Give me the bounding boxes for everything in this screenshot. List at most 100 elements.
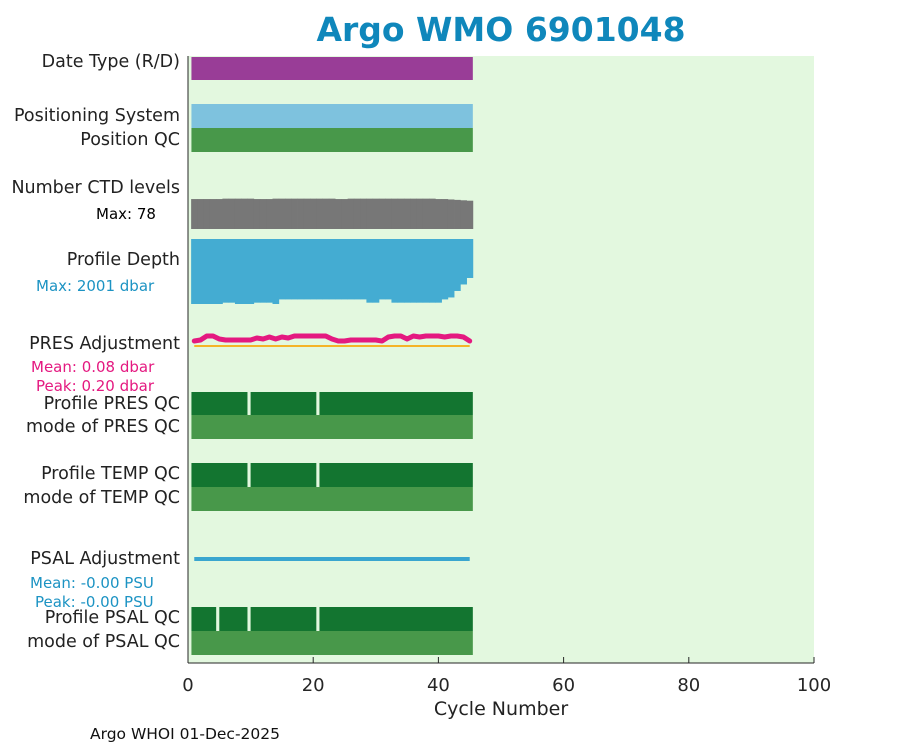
x-tick-label-0: 0 <box>182 675 193 696</box>
ctd-bar-40 <box>435 199 442 229</box>
ctd-bar-2 <box>197 199 205 229</box>
depth-bar-23 <box>328 239 336 300</box>
ctd-bar-4 <box>209 199 217 229</box>
x-axis-label: Cycle Number <box>433 698 569 720</box>
depth-bar-1 <box>191 239 198 304</box>
pres-qc-bar-2 <box>319 392 473 415</box>
depth-bar-4 <box>209 239 217 304</box>
depth-bar-8 <box>234 239 242 304</box>
page-title: Argo WMO 6901048 <box>316 10 686 49</box>
depth-bar-15 <box>278 239 286 300</box>
depth-bar-12 <box>259 239 267 303</box>
ctd-bar-35 <box>403 198 411 229</box>
depth-bar-21 <box>316 239 323 300</box>
depth-bar-24 <box>335 239 342 300</box>
mode-temp-qc-bar-0 <box>191 487 473 511</box>
depth-bar-36 <box>410 239 417 303</box>
ctd-bar-36 <box>410 198 417 229</box>
x-tick-label-80: 80 <box>677 675 700 696</box>
label-mode-temp-qc: mode of TEMP QC <box>23 488 180 508</box>
depth-bar-14 <box>272 239 280 304</box>
mode-pres-qc-bar-0 <box>191 415 473 439</box>
depth-bar-2 <box>197 239 205 304</box>
ctd-bar-21 <box>316 198 323 229</box>
depth-bar-35 <box>403 239 411 303</box>
label-profile-temp-qc: Profile TEMP QC <box>41 464 180 484</box>
depth-bar-27 <box>353 239 361 300</box>
ctd-bar-18 <box>297 198 305 229</box>
ctd-bar-29 <box>366 198 374 229</box>
x-tick-label-40: 40 <box>427 675 450 696</box>
depth-bar-32 <box>385 239 392 300</box>
depth-bar-29 <box>366 239 374 303</box>
ctd-bar-31 <box>378 198 386 229</box>
depth-bar-30 <box>372 239 380 303</box>
footer-credit: Argo WHOI 01-Dec-2025 <box>90 725 280 743</box>
depth-bar-18 <box>297 239 305 300</box>
ctd-bar-33 <box>391 198 399 229</box>
depth-bar-37 <box>416 239 424 303</box>
stat-pres-mean: Mean: 0.08 dbar <box>31 358 155 376</box>
ctd-bar-7 <box>228 198 236 229</box>
label-profile-depth: Profile Depth <box>66 250 180 270</box>
psal-qc-bar-3 <box>319 607 473 631</box>
label-ctd-levels: Number CTD levels <box>11 178 180 198</box>
x-tick-label-60: 60 <box>552 675 575 696</box>
depth-bar-7 <box>228 239 236 303</box>
depth-bar-34 <box>397 239 405 303</box>
stat-pres-peak: Peak: 0.20 dbar <box>36 377 155 395</box>
ctd-bar-28 <box>360 198 367 229</box>
ctd-bar-20 <box>310 198 317 229</box>
depth-bar-44 <box>460 239 467 285</box>
ctd-bar-9 <box>241 198 248 229</box>
ctd-bar-34 <box>397 198 405 229</box>
ctd-bar-17 <box>291 198 298 229</box>
ctd-bar-25 <box>341 199 349 229</box>
ctd-bar-45 <box>466 200 474 229</box>
label-date-type: Date Type (R/D) <box>41 52 180 72</box>
depth-bar-20 <box>310 239 317 300</box>
pres-qc-bar-0 <box>191 392 248 415</box>
depth-bar-16 <box>285 239 292 300</box>
depth-bar-43 <box>454 239 461 291</box>
ctd-bar-26 <box>347 198 355 229</box>
depth-bar-19 <box>303 239 311 300</box>
label-position-qc: Position QC <box>80 130 180 150</box>
ctd-bar-32 <box>385 198 392 229</box>
ctd-bar-14 <box>272 198 280 229</box>
stat-psal-mean: Mean: -0.00 PSU <box>30 574 154 592</box>
depth-bar-41 <box>441 239 449 300</box>
label-pres-adjustment: PRES Adjustment <box>29 334 180 354</box>
ctd-bar-23 <box>328 198 336 229</box>
temp-qc-bar-1 <box>250 463 317 487</box>
depth-bar-10 <box>247 239 255 304</box>
ctd-bar-12 <box>259 199 267 229</box>
temp-qc-bar-0 <box>191 463 248 487</box>
depth-bar-3 <box>203 239 211 304</box>
label-profile-pres-qc: Profile PRES QC <box>43 394 180 414</box>
ctd-bar-15 <box>278 198 286 229</box>
date-type-bar-0 <box>191 57 473 80</box>
ctd-bar-3 <box>203 199 211 229</box>
positioning-bar-0 <box>191 104 473 128</box>
depth-bar-26 <box>347 239 355 300</box>
stat-ctd-max: Max: 78 <box>96 205 156 223</box>
depth-bar-13 <box>266 239 273 303</box>
depth-bar-17 <box>291 239 298 300</box>
depth-bar-9 <box>241 239 248 304</box>
ctd-bar-5 <box>216 199 223 229</box>
ctd-bar-1 <box>191 199 198 229</box>
ctd-bar-27 <box>353 198 361 229</box>
ctd-bar-22 <box>322 198 330 229</box>
ctd-bar-43 <box>454 199 461 229</box>
stat-psal-peak: Peak: -0.00 PSU <box>35 593 154 611</box>
depth-bar-25 <box>341 239 349 300</box>
ctd-bar-37 <box>416 198 424 229</box>
temp-qc-bar-2 <box>319 463 473 487</box>
ctd-bar-8 <box>234 198 242 229</box>
ctd-bar-24 <box>335 199 342 229</box>
pres-adjustment-line <box>191 333 473 344</box>
label-mode-pres-qc: mode of PRES QC <box>25 417 180 437</box>
position-qc-bar-0 <box>191 128 473 152</box>
